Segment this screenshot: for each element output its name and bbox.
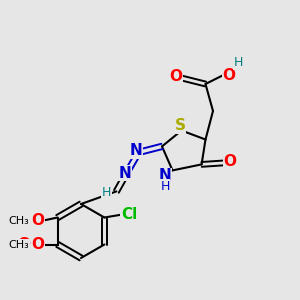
Text: CH₃: CH₃ — [8, 239, 29, 250]
Text: Cl: Cl — [121, 207, 137, 222]
Text: O: O — [17, 237, 30, 252]
Text: CH₃: CH₃ — [8, 215, 29, 226]
Text: H: H — [234, 56, 243, 70]
Text: N: N — [118, 166, 131, 181]
Text: O: O — [32, 213, 45, 228]
Text: H: H — [160, 179, 170, 193]
Text: H: H — [102, 186, 112, 200]
Text: S: S — [175, 118, 185, 134]
Text: O: O — [32, 237, 45, 252]
Text: N: N — [159, 168, 171, 183]
Text: O: O — [224, 154, 237, 169]
Text: N: N — [130, 143, 142, 158]
Text: O: O — [222, 68, 236, 82]
Text: O: O — [32, 237, 45, 252]
Text: O: O — [169, 69, 183, 84]
